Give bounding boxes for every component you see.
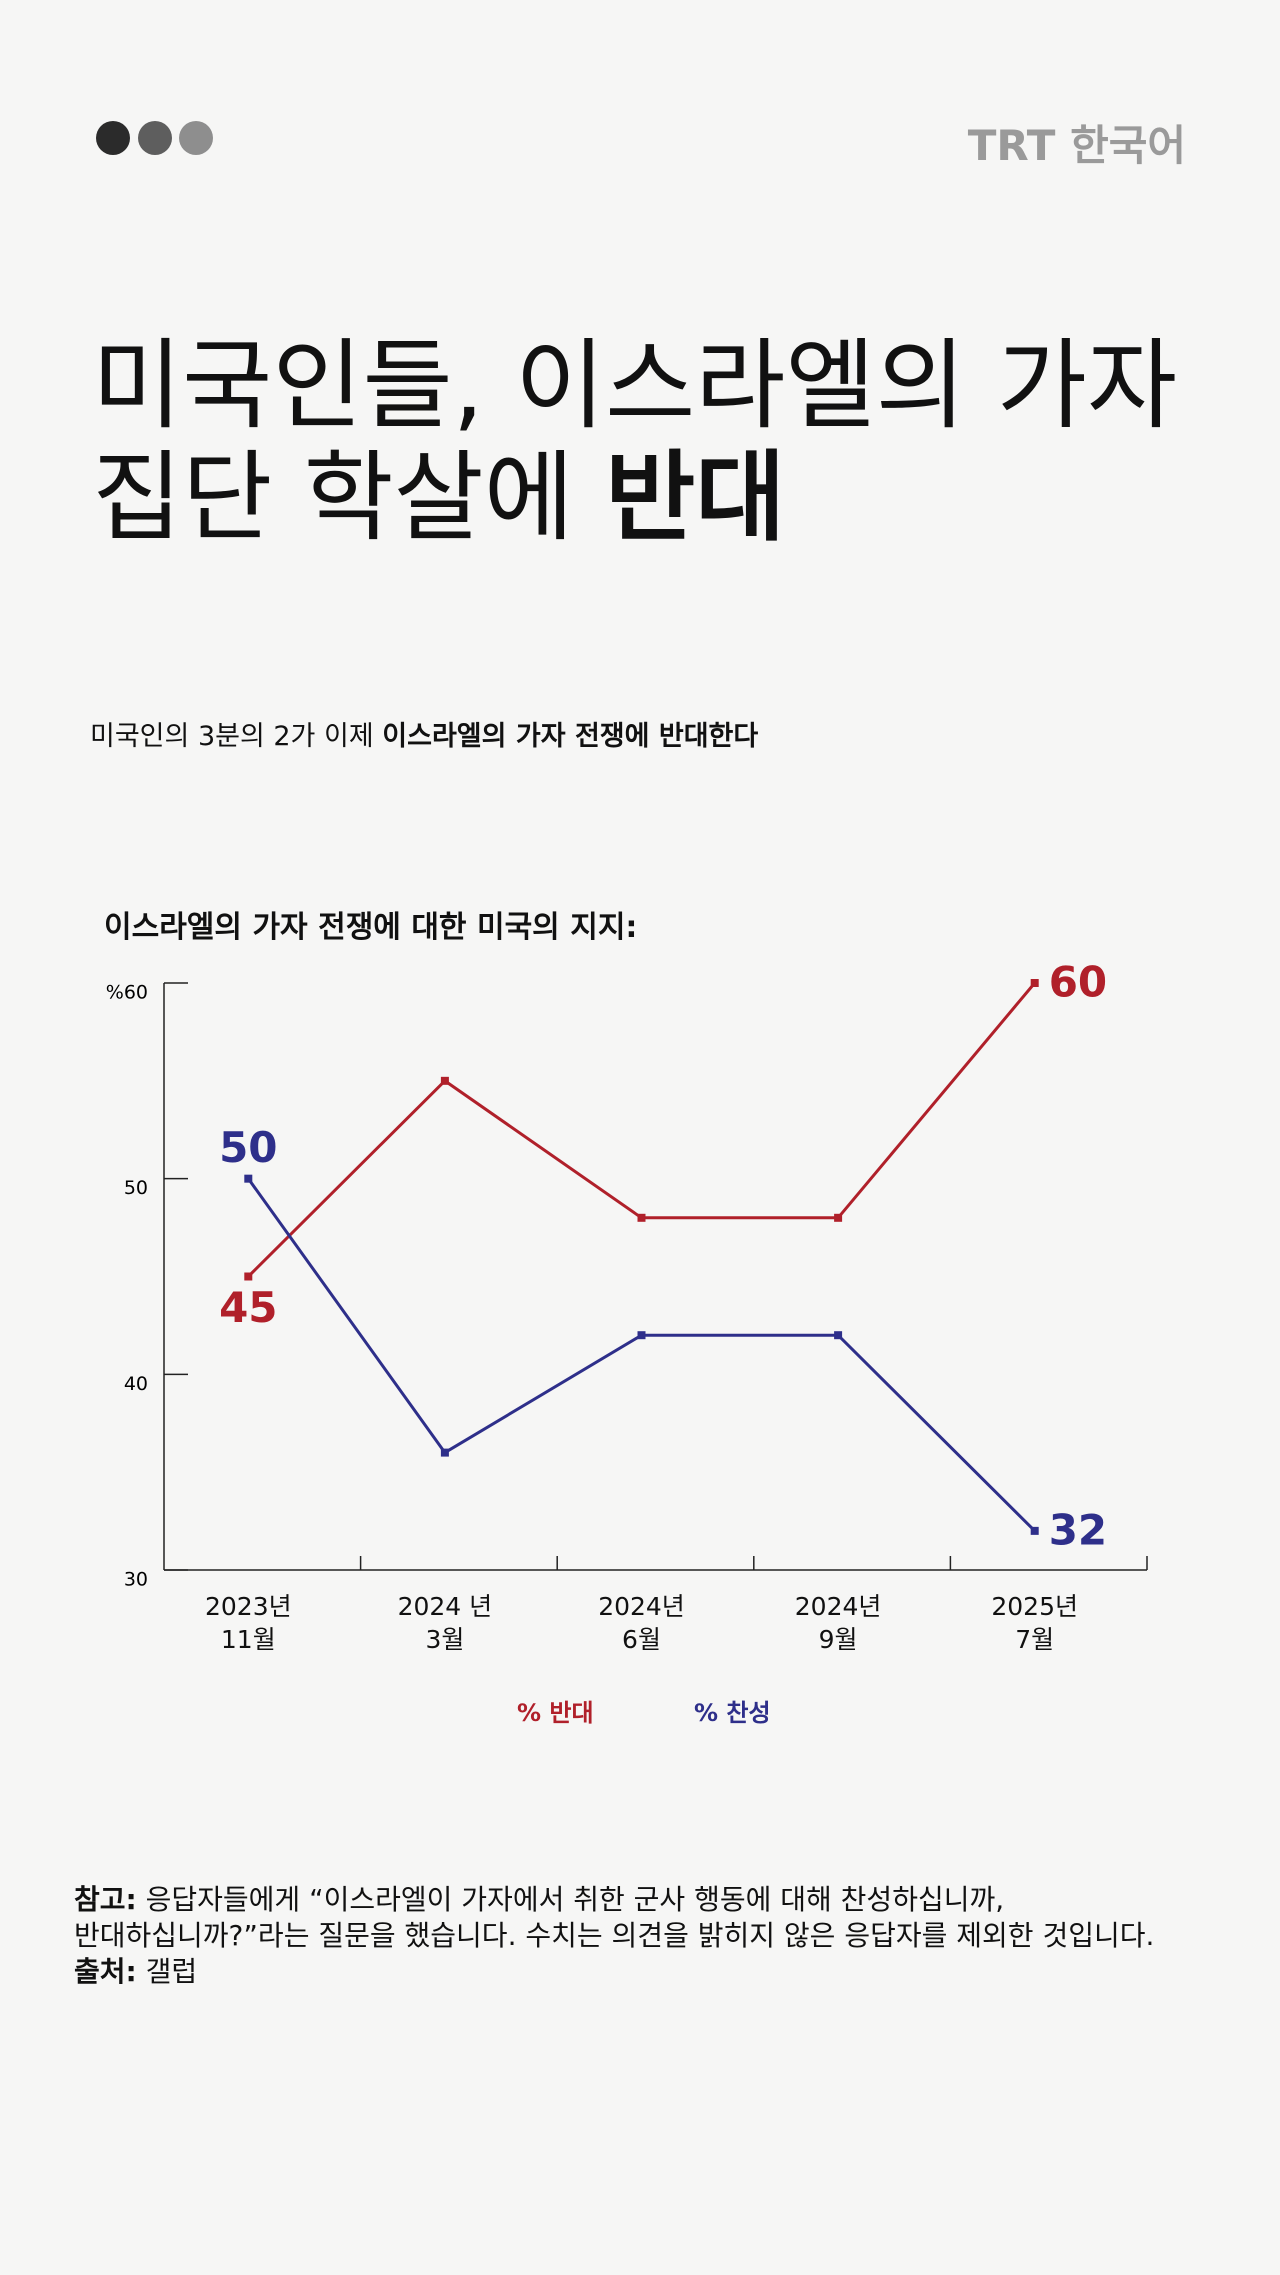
- data-label: 45: [219, 1283, 277, 1332]
- headline-line: 집단 학살에 반대: [92, 442, 1177, 554]
- notes: 참고: 응답자들에게 “이스라엘이 가자에서 취한 군사 행동에 대해 찬성하십…: [74, 1882, 1154, 1990]
- note-label: 참고:: [74, 1883, 137, 1916]
- y-tick-label: 50: [124, 1177, 148, 1199]
- headline-emphasis: 반대: [605, 441, 786, 555]
- y-tick-label: %60: [106, 982, 148, 1004]
- legend-entry: % 찬성: [694, 1699, 771, 1727]
- point: [834, 1331, 843, 1340]
- data-label: 50: [219, 1123, 277, 1172]
- point: [440, 1448, 449, 1457]
- logo-dot: [96, 121, 130, 155]
- subtitle-emphasis: 이스라엘의 가자 전쟁에 반대한다: [382, 721, 759, 752]
- note-line: 참고: 응답자들에게 “이스라엘이 가자에서 취한 군사 행동에 대해 찬성하십…: [74, 1882, 1154, 1918]
- x-tick-label: 2024년 9월: [794, 1592, 882, 1654]
- brand: TRT 한국어: [967, 121, 1186, 170]
- headline: 미국인들, 이스라엘의 가자 집단 학살에 반대: [92, 330, 1177, 554]
- note-text: 응답자들에게 “이스라엘이 가자에서 취한 군사 행동에 대해 찬성하십니까,: [145, 1883, 1005, 1916]
- point: [834, 1213, 843, 1222]
- y-tick-label: 40: [124, 1373, 148, 1395]
- source-label: 출처:: [74, 1955, 137, 1988]
- source-text: 갤럽: [145, 1955, 198, 1988]
- chart-title: 이스라엘의 가자 전쟁에 대한 미국의 지지:: [104, 910, 638, 945]
- headline-line: 미국인들, 이스라엘의 가자: [92, 329, 1178, 443]
- data-label: 32: [1049, 1505, 1107, 1554]
- subtitle-text: 미국인의 3분의 2가 이제: [90, 721, 374, 752]
- point: [244, 1272, 253, 1281]
- x-tick-label: 2023년 11월: [204, 1592, 292, 1654]
- note-line: 반대하십니까?”라는 질문을 했습니다. 수치는 의견을 밝히지 않은 응답자를…: [74, 1919, 1155, 1952]
- logo-dot: [179, 121, 213, 155]
- headline-text: 집단 학살에: [92, 441, 574, 555]
- point: [440, 1076, 449, 1085]
- series-line: [247, 1177, 1036, 1532]
- x-tick-label: 2025년 7월: [991, 1592, 1078, 1654]
- legend-entry: % 반대: [517, 1699, 594, 1727]
- logo-dot: [138, 121, 172, 155]
- data-label: 60: [1049, 958, 1107, 1007]
- y-tick-label: 30: [124, 1569, 148, 1591]
- point: [1030, 979, 1039, 987]
- subtitle: 미국인의 3분의 2가 이제 이스라엘의 가자 전쟁에 반대한다: [90, 714, 758, 753]
- point: [1030, 1526, 1039, 1535]
- source-line: 출처: 갤럽: [74, 1954, 1154, 1990]
- point: [637, 1331, 646, 1340]
- x-tick-label: 2024 년 3월: [397, 1592, 493, 1654]
- point: [244, 1174, 253, 1183]
- series-line: [247, 982, 1036, 1278]
- x-tick-label: 2024년 6월: [598, 1592, 685, 1654]
- point: [637, 1213, 646, 1222]
